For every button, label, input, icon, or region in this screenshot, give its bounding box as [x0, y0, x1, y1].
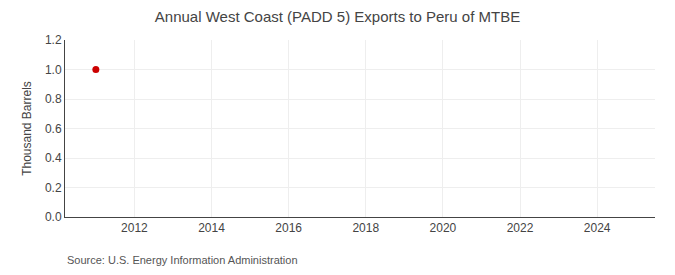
svg-text:1.0: 1.0: [45, 63, 62, 77]
svg-text:0.4: 0.4: [45, 151, 62, 165]
svg-text:2018: 2018: [352, 221, 379, 235]
svg-text:1.2: 1.2: [45, 33, 62, 47]
svg-text:2024: 2024: [584, 221, 611, 235]
svg-text:2014: 2014: [198, 221, 225, 235]
svg-text:0.8: 0.8: [45, 92, 62, 106]
svg-text:0.6: 0.6: [45, 122, 62, 136]
svg-text:2012: 2012: [121, 221, 148, 235]
svg-text:0.2: 0.2: [45, 181, 62, 195]
svg-text:Source: U.S. Energy Informatio: Source: U.S. Energy Information Administ…: [67, 254, 298, 266]
svg-text:Thousand Barrels: Thousand Barrels: [20, 81, 34, 176]
svg-text:2016: 2016: [275, 221, 302, 235]
svg-text:0.0: 0.0: [45, 210, 62, 224]
svg-text:2022: 2022: [507, 221, 534, 235]
svg-text:Annual West Coast (PADD 5) Exp: Annual West Coast (PADD 5) Exports to Pe…: [155, 8, 520, 25]
svg-text:2020: 2020: [430, 221, 457, 235]
